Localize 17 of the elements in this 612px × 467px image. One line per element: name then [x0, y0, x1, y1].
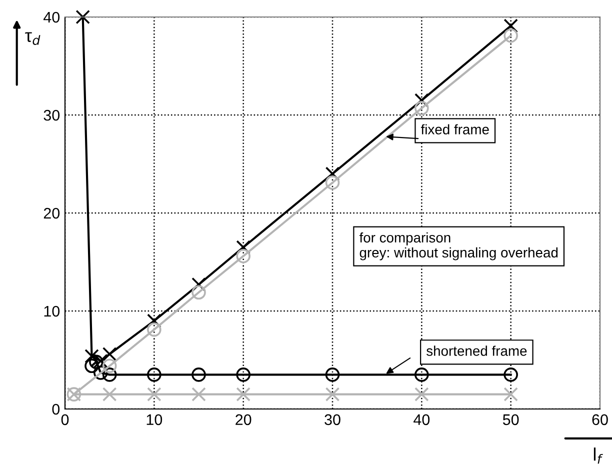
y-tick-label: 10 [44, 306, 60, 317]
annotation: shortened frame [426, 346, 527, 356]
annotation: for comparison grey: without signaling overhead [359, 232, 558, 260]
x-tick-label: 30 [324, 414, 340, 426]
y-tick-label: 30 [44, 110, 60, 121]
annotation: fixed frame [420, 124, 489, 134]
x-tick-label: 0 [61, 414, 69, 426]
x-axis-title: l$_{f}$ [594, 448, 603, 464]
y-tick-label: 20 [44, 208, 60, 219]
x-tick-label: 40 [414, 414, 430, 426]
x-tick-label: 10 [146, 414, 162, 426]
x-tick-label: 20 [236, 414, 252, 426]
y-tick-label: 0 [52, 404, 60, 415]
y-tick-label: 40 [44, 12, 60, 23]
x-tick-label: 50 [502, 414, 519, 426]
y-axis-title: τ$_{d}$ [25, 32, 40, 45]
x-tick-label: 60 [592, 414, 608, 426]
